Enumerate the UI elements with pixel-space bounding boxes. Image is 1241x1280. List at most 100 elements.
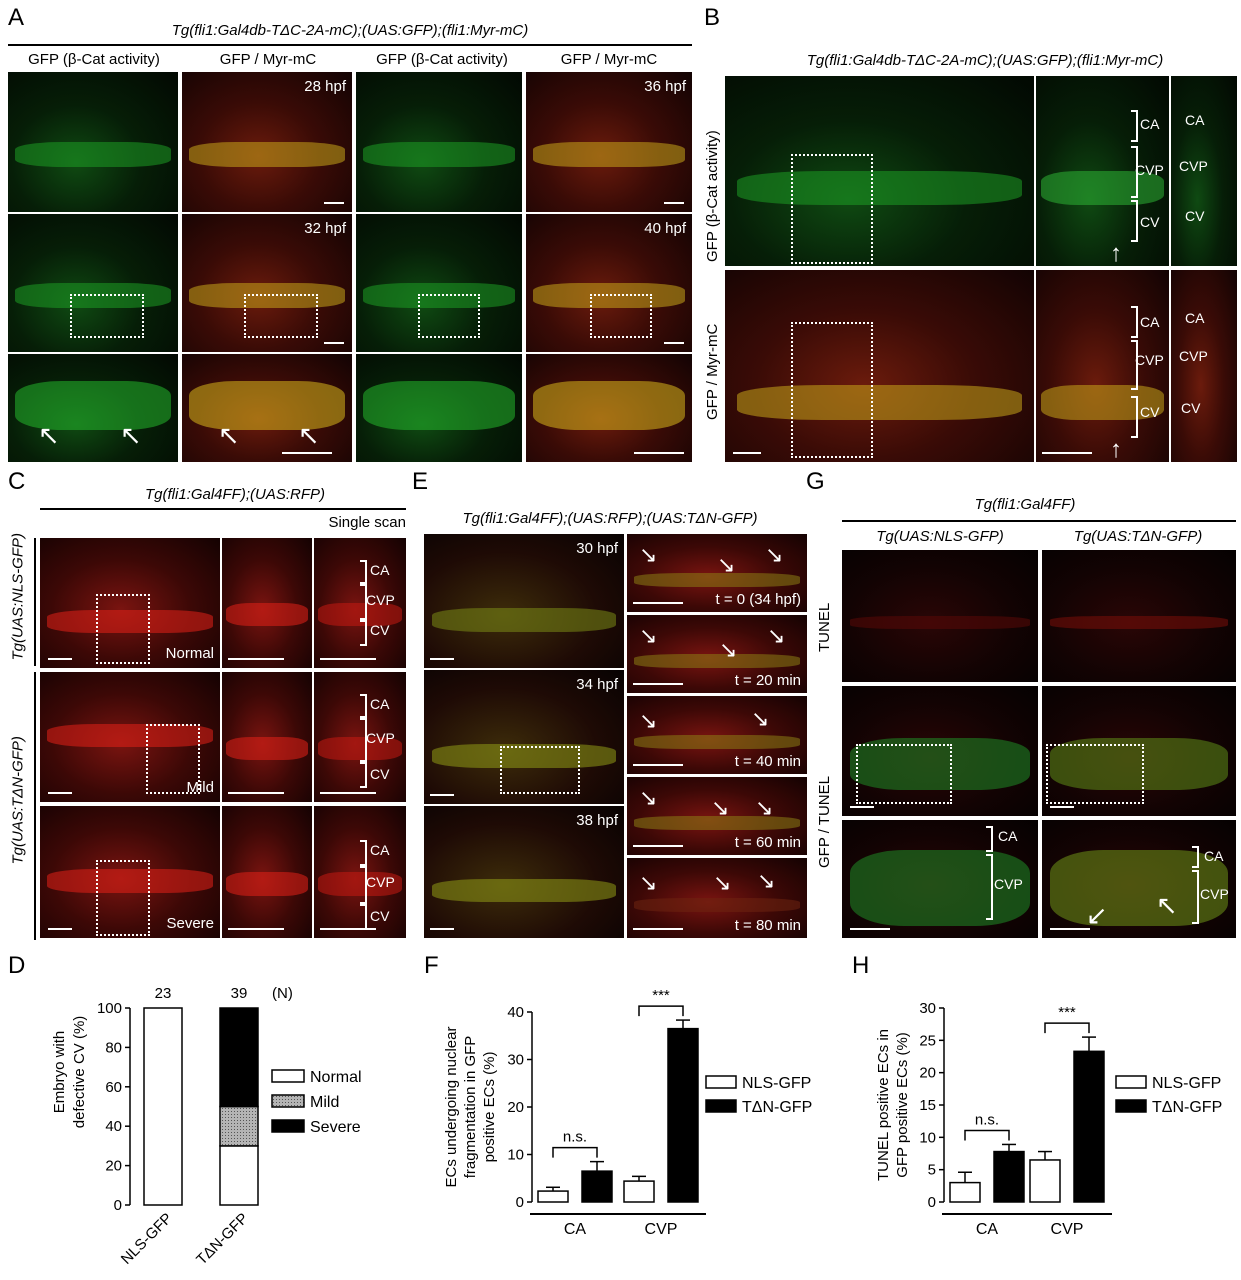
phenotype-label: Mild — [186, 779, 214, 796]
y-tick-label: 20 — [507, 1099, 524, 1116]
panel-e-image-30hpf: 30 hpf — [424, 534, 624, 668]
y-axis-label: ECs undergoing nuclear — [443, 1027, 460, 1188]
significance-bracket — [552, 1146, 598, 1158]
legend-label: NLS-GFP — [742, 1075, 811, 1092]
scale-bar — [850, 806, 874, 808]
scale-bar — [633, 683, 683, 685]
panel-c-scan-mild: CA CVP CV — [314, 672, 406, 802]
y-tick-label: 5 — [928, 1162, 936, 1179]
time-label: 32 hpf — [304, 220, 346, 237]
y-tick-label: 10 — [919, 1129, 936, 1146]
panel-label-d: D — [8, 952, 26, 979]
zoom-box — [791, 322, 873, 458]
arrow-icon: ↘ — [639, 623, 658, 648]
panel-c-image-severe: Severe — [40, 806, 220, 938]
y-tick-label: 30 — [507, 1052, 524, 1069]
arrow-icon: ↘ — [717, 552, 736, 577]
panel-label-g: G — [806, 468, 825, 495]
chart-h: TUNEL positive ECs in GFP positive ECs (%… — [875, 1000, 1222, 1238]
scale-bar — [324, 202, 344, 204]
phenotype-label: Normal — [165, 645, 214, 662]
group-label: CA — [976, 1221, 999, 1238]
chart-d: Embryo with defective CV (%) 0 20 40 60 80 10… — [51, 985, 362, 1269]
chart-f: ECs undergoing nuclear fragmentation in G… — [443, 987, 812, 1238]
bracket — [360, 584, 367, 620]
panel-a-zoom-merge-40hpf — [526, 354, 692, 462]
bar-tδn-gfp — [1073, 1050, 1105, 1203]
x-tick-label: TΔN-GFP — [193, 1210, 252, 1269]
vessel-label-ca: CA — [1185, 310, 1205, 326]
bracket — [360, 866, 367, 904]
time-label: t = 20 min — [734, 672, 801, 689]
panel-b-cross-section-gfp: CA CVP CV — [1171, 76, 1237, 266]
vessel-label-cvp: CVP — [994, 876, 1023, 892]
significance-label: *** — [1058, 1004, 1076, 1021]
arrow-icon: ↘ — [719, 637, 738, 662]
panel-c-scan-severe: CA CVP CV — [314, 806, 406, 938]
panel-label-f: F — [424, 952, 439, 979]
panel-c-row-label-nls: Tg(UAS:NLS-GFP) — [9, 532, 27, 661]
scale-bar — [633, 764, 683, 766]
vessel-label-cv: CV — [370, 766, 390, 782]
legend-swatch — [705, 1075, 737, 1089]
panel-a-image-merge-32hpf: 32 hpf — [182, 214, 352, 352]
arrow-icon: ↖ — [218, 420, 240, 450]
zoom-box — [146, 724, 200, 794]
legend-swatch — [1115, 1099, 1147, 1113]
significance-bracket — [638, 1005, 684, 1017]
panel-b-row-label-2: GFP / Myr-mC — [704, 323, 721, 420]
panel-g-image-tunel-nls — [842, 550, 1038, 682]
panel-a-image-merge-40hpf: 40 hpf — [526, 214, 692, 352]
bar-nls-gfp — [949, 1181, 981, 1203]
vessel-label-cv: CV — [1140, 214, 1160, 230]
bracket — [360, 840, 367, 866]
bracket — [360, 762, 367, 788]
x-tick-label: NLS-GFP — [118, 1210, 176, 1268]
bracket — [1192, 846, 1199, 868]
bracket — [360, 560, 367, 584]
panel-g-row-label-gfp-tunel: GFP / TUNEL — [816, 776, 833, 868]
arrow-icon: ↘ — [755, 795, 774, 820]
vessel-label-ca: CA — [1204, 848, 1224, 864]
panel-g-header-nls: Tg(UAS:NLS-GFP) — [876, 528, 1004, 545]
bracket — [1131, 110, 1138, 142]
vessel-label-cvp: CVP — [366, 874, 395, 890]
legend-label: Severe — [310, 1119, 361, 1136]
legend-label: TΔN-GFP — [1152, 1099, 1222, 1116]
vessel-label-cvp: CVP — [1200, 886, 1229, 902]
y-tick-label: 40 — [507, 1004, 524, 1021]
time-label: 30 hpf — [576, 540, 618, 557]
panel-c-zoom-mild — [222, 672, 312, 802]
y-tick-label: 0 — [516, 1194, 524, 1211]
scale-bar — [634, 452, 684, 454]
vessel-label-cv: CV — [370, 622, 390, 638]
time-label: t = 0 (34 hpf) — [715, 591, 801, 608]
scale-bar — [282, 452, 332, 454]
scale-bar — [1050, 928, 1090, 930]
y-tick-label: 0 — [928, 1194, 936, 1211]
zoom-box — [1046, 744, 1144, 804]
panel-e-timelapse-80: t = 80 min ↘ ↘ ↘ — [627, 858, 807, 938]
arrow-icon: ↖ — [298, 420, 320, 450]
bar-mild — [219, 1105, 259, 1147]
panel-b-image-merge — [725, 270, 1034, 462]
chart-d-ylabel-line-1: Embryo with — [51, 1031, 68, 1114]
vessel-label-ca: CA — [1140, 116, 1160, 132]
bar-tδn-gfp — [993, 1150, 1025, 1203]
panel-b-genotype: Tg(fli1:Gal4db-TΔC-2A-mC);(UAS:GFP);(fli… — [806, 52, 1164, 69]
significance-label: n.s. — [975, 1111, 999, 1128]
arrow-icon: ↘ — [713, 870, 732, 895]
significance-label: n.s. — [563, 1129, 587, 1146]
panel-a-header-4: GFP / Myr-mC — [560, 51, 658, 68]
vessel-label-cvp: CVP — [1135, 162, 1164, 178]
vessel-label-cv: CV — [370, 908, 390, 924]
y-tick-label: 30 — [919, 1000, 936, 1017]
panel-c-scan-normal: CA CVP CV — [314, 538, 406, 668]
panel-c-rule — [40, 508, 406, 510]
vessel-label-cvp: CVP — [1135, 352, 1164, 368]
scale-bar — [430, 928, 454, 930]
time-label: t = 40 min — [734, 753, 801, 770]
vessel-label-ca: CA — [1185, 112, 1205, 128]
panel-e-image-34hpf: 34 hpf — [424, 670, 624, 804]
panel-g-image-merge-tdn — [1042, 686, 1236, 816]
